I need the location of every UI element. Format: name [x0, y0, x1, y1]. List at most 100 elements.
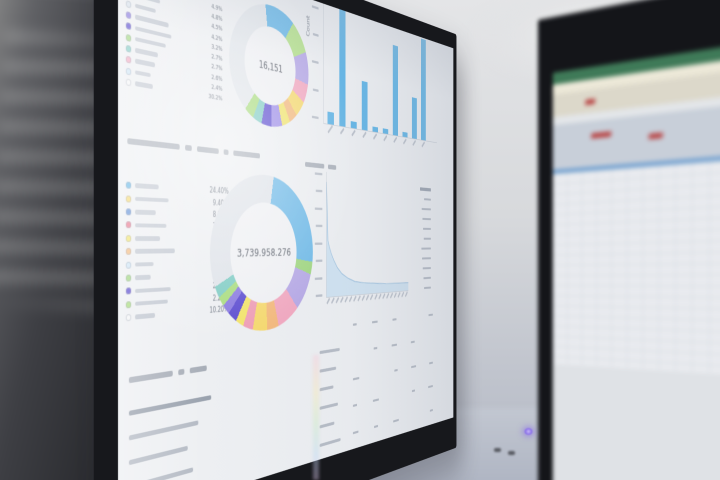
illegible-number	[427, 337, 432, 340]
illegible-number	[424, 198, 431, 201]
legend-dot	[125, 0, 132, 9]
legend-dot	[125, 248, 132, 256]
legend-dot	[125, 44, 132, 53]
legend-dot	[125, 78, 132, 87]
illegible-number	[394, 368, 398, 372]
illegible-number	[429, 361, 433, 365]
right-monitor	[538, 0, 720, 480]
illegible-text	[319, 421, 335, 429]
illegible-number	[423, 276, 431, 280]
illegible-text	[223, 149, 229, 155]
legend-dot	[125, 300, 132, 309]
bar-chart-plot	[323, 0, 437, 144]
legend-dot	[125, 234, 132, 242]
illegible-number	[423, 237, 431, 240]
value-column	[413, 183, 431, 294]
x-tick-label-illegible	[421, 141, 426, 148]
illegible-text	[311, 60, 319, 65]
x-tick-label-illegible	[350, 129, 356, 137]
area-fill-path	[326, 181, 409, 298]
bar	[411, 97, 417, 140]
illegible-text	[319, 385, 334, 392]
top-bar-chart: Count	[301, 0, 441, 191]
power-led-light	[524, 428, 533, 435]
legend-label-illegible	[135, 183, 159, 190]
legend-percentage: 2.6%	[211, 73, 223, 83]
illegible-number	[392, 418, 399, 423]
illegible-text	[312, 32, 319, 37]
legend-dot	[125, 274, 132, 282]
legend-dot	[125, 22, 132, 31]
illegible-number	[428, 385, 433, 389]
bottom-number-grid	[352, 313, 433, 435]
legend-dot	[125, 314, 132, 322]
illegible-number	[429, 408, 433, 412]
illegible-number	[372, 320, 378, 324]
value-row	[413, 213, 431, 224]
illegible-number	[392, 318, 397, 321]
x-tick-label-illegible	[339, 127, 345, 135]
x-tick-label-illegible	[393, 292, 397, 299]
illegible-text	[312, 88, 319, 92]
x-tick-label-illegible	[389, 292, 393, 299]
x-tick-label-illegible	[386, 292, 389, 299]
illegible-number	[424, 286, 431, 290]
x-tick-label-illegible	[340, 296, 344, 303]
legend-label-illegible	[135, 209, 156, 215]
illegible-text	[233, 150, 260, 159]
bezel-button	[494, 448, 501, 452]
bezel-button	[508, 451, 515, 455]
illegible-number	[423, 227, 431, 230]
x-tick-label-illegible	[353, 295, 357, 302]
x-tick-label-illegible	[361, 294, 365, 301]
illegible-text	[315, 224, 323, 228]
illegible-number	[421, 247, 431, 250]
illegible-text	[185, 144, 192, 151]
value-row	[413, 244, 431, 254]
x-tick-label-illegible	[331, 297, 335, 304]
bar-chart-y-ticks	[311, 0, 319, 120]
illegible-text	[419, 187, 431, 192]
legend-label-illegible	[135, 81, 153, 89]
bar	[350, 121, 357, 129]
illegible-text	[178, 368, 185, 375]
x-tick-label-illegible	[361, 131, 367, 139]
x-tick-label-illegible	[357, 295, 361, 302]
legend-dot	[125, 33, 132, 42]
legend-label-illegible	[135, 248, 175, 254]
illegible-text	[311, 115, 319, 120]
section-header-1	[127, 138, 260, 159]
illegible-number	[375, 372, 380, 375]
grid-row	[352, 361, 433, 381]
value-row	[413, 283, 431, 294]
illegible-number	[352, 403, 358, 408]
legend-label-illegible	[135, 70, 151, 78]
top-donut-legend: 4.9% 4.8% 4.5% 4.2% 3.2% 2.7% 2.7% 2.6% 2.4% 30.2…	[125, 0, 223, 104]
section-header-2	[128, 365, 207, 383]
illegible-text	[315, 294, 323, 298]
x-tick-label-illegible	[335, 296, 340, 304]
illegible-number	[413, 414, 417, 417]
illegible-number	[352, 376, 360, 381]
illegible-number	[394, 394, 399, 397]
x-tick-label-illegible	[370, 293, 374, 301]
illegible-text	[197, 146, 219, 154]
x-tick-label-illegible	[382, 292, 386, 300]
illegible-number	[422, 267, 431, 270]
illegible-text	[311, 4, 319, 10]
red-cell-text	[591, 131, 612, 139]
illegible-number	[391, 343, 397, 347]
bar	[382, 128, 389, 135]
legend-label-illegible	[135, 58, 155, 68]
legend-percentage: 30.2%	[208, 92, 223, 103]
x-tick-label-illegible	[404, 291, 408, 298]
illegible-number	[372, 398, 379, 403]
illegible-text	[127, 138, 180, 150]
top-donut-center-value: 16,151	[244, 18, 296, 110]
legend-label-illegible	[135, 222, 167, 228]
x-tick-label-illegible	[344, 296, 348, 303]
legend-label-illegible	[135, 236, 160, 241]
legend-label-illegible	[135, 299, 168, 307]
illegible-text	[128, 370, 173, 383]
